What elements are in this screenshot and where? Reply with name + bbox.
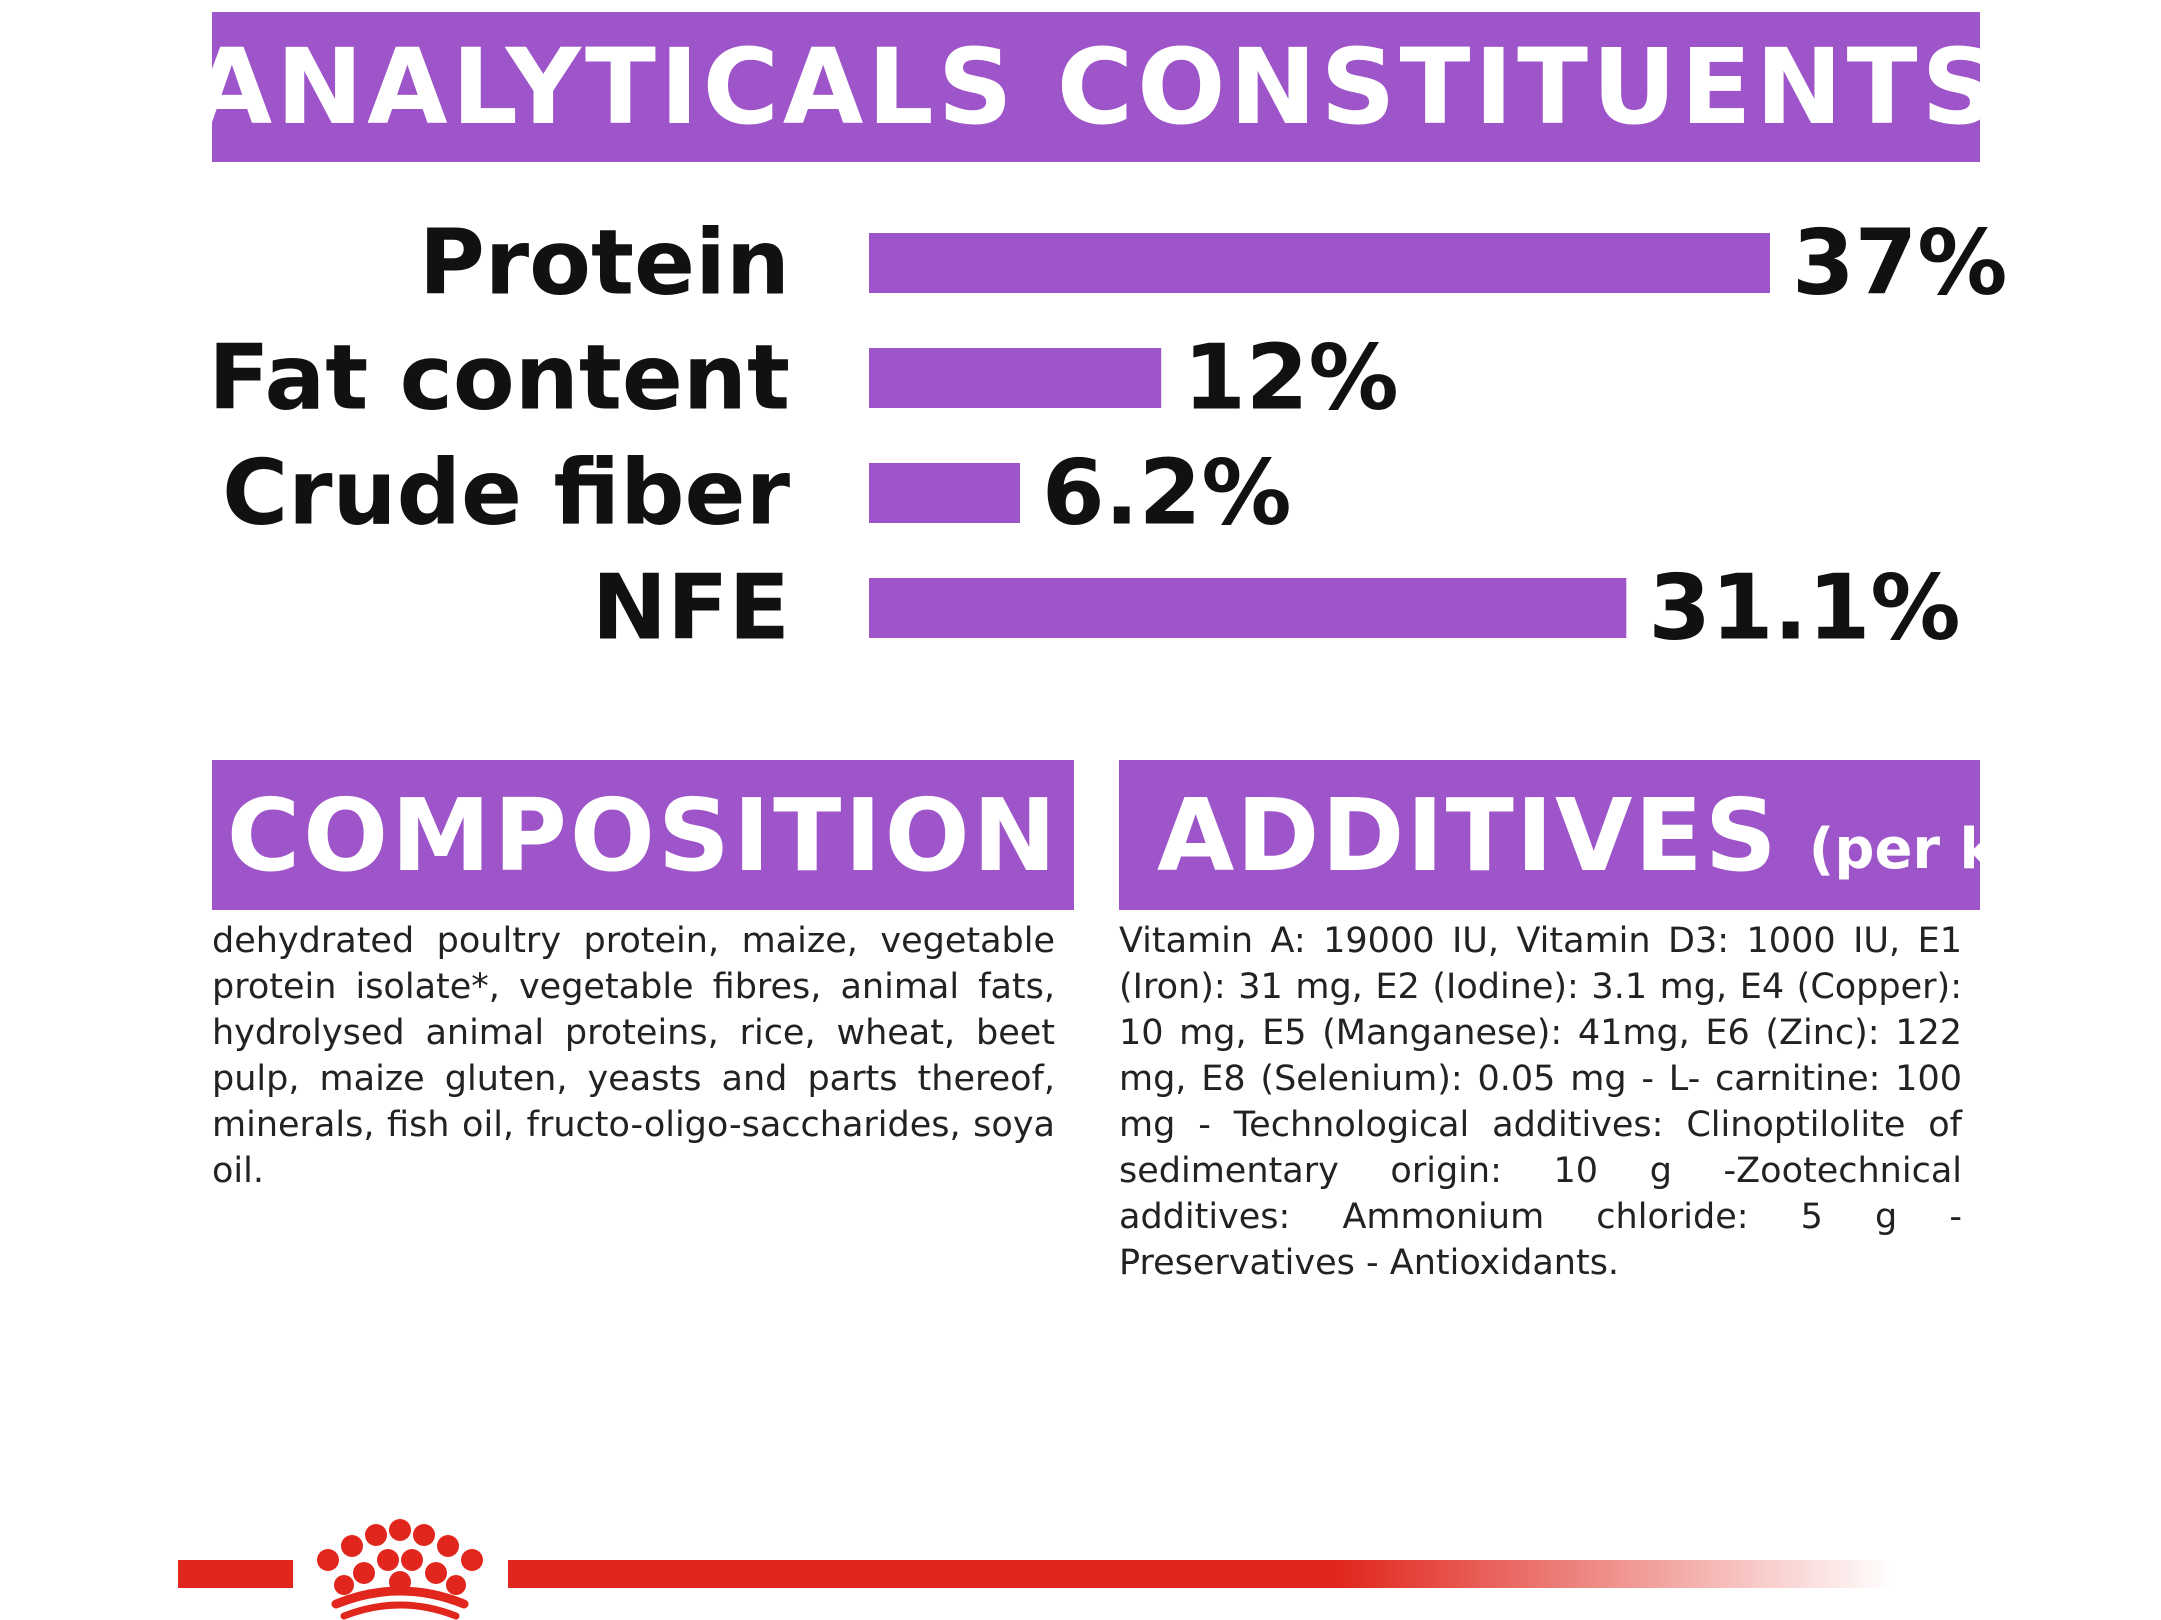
analytics-bar-chart: Protein 37% Fat content 12% Crude fiber 6.2% N… (208, 211, 2007, 661)
bar (869, 463, 1020, 523)
composition-text: dehydrated poultry protein, maize, veget… (212, 921, 1055, 1191)
category-label: Protein (419, 211, 790, 316)
value-label: 31.1% (1648, 556, 1960, 661)
analytics-header: ANALYTICALS CONSTITUENTS (192, 12, 1996, 162)
additives-text: Vitamin A: 19000 IU, Vitamin D3: 1000 IU… (1119, 921, 1962, 1283)
footer-stripe-left (178, 1560, 293, 1588)
additives-header: ADDITIVES (per kg) (1119, 760, 2062, 910)
composition-header-label: COMPOSITION (226, 776, 1060, 894)
category-label: Crude fiber (222, 441, 790, 546)
category-label: NFE (592, 556, 790, 661)
category-label: Fat content (208, 326, 790, 431)
bar (869, 578, 1627, 638)
composition-header: COMPOSITION (212, 760, 1074, 910)
bar (869, 233, 1770, 293)
crown-icon (317, 1519, 483, 1620)
value-label: 6.2% (1042, 441, 1292, 546)
value-label: 12% (1183, 326, 1398, 431)
bar (869, 348, 1162, 408)
analytics-header-label: ANALYTICALS CONSTITUENTS (191, 26, 2001, 148)
footer-stripe-right (508, 1560, 1893, 1588)
value-label: 37% (1792, 211, 2007, 316)
additives-header-label: ADDITIVES (1157, 776, 1779, 894)
additives-unit-label: (per kg) (1808, 816, 2063, 882)
